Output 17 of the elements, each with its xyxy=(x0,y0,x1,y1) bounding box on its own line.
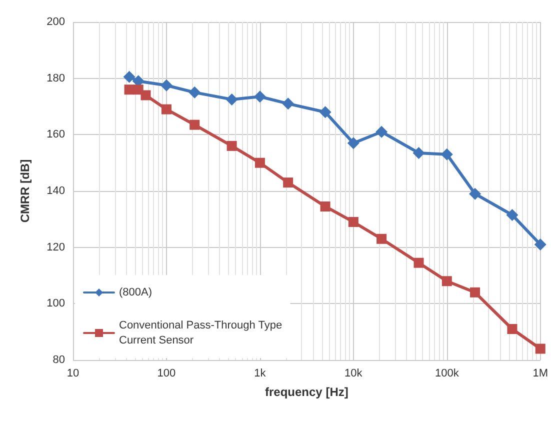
y-tick-label: 100 xyxy=(46,298,65,310)
y-tick-label: 80 xyxy=(52,354,65,366)
x-tick-label: 10k xyxy=(344,368,363,380)
y-axis-title: CMRR [dB] xyxy=(18,159,32,223)
x-axis-title: frequency [Hz] xyxy=(265,385,348,399)
x-tick-label: 100k xyxy=(434,368,460,380)
x-tick-label: 1k xyxy=(254,368,266,380)
legend-label: Conventional Pass-Through Type Current Sensor xyxy=(119,320,282,346)
y-tick-label: 160 xyxy=(46,128,65,141)
legend-label: (800A) xyxy=(119,286,152,298)
x-tick-label: 100 xyxy=(157,368,176,380)
y-tick-label: 180 xyxy=(46,72,65,84)
x-tick-label: 10 xyxy=(66,368,80,380)
y-tick-label: 120 xyxy=(46,241,65,254)
y-tick-label: 200 xyxy=(46,16,65,28)
y-tick-label: 140 xyxy=(46,185,65,197)
x-tick-label: 1M xyxy=(532,368,548,380)
